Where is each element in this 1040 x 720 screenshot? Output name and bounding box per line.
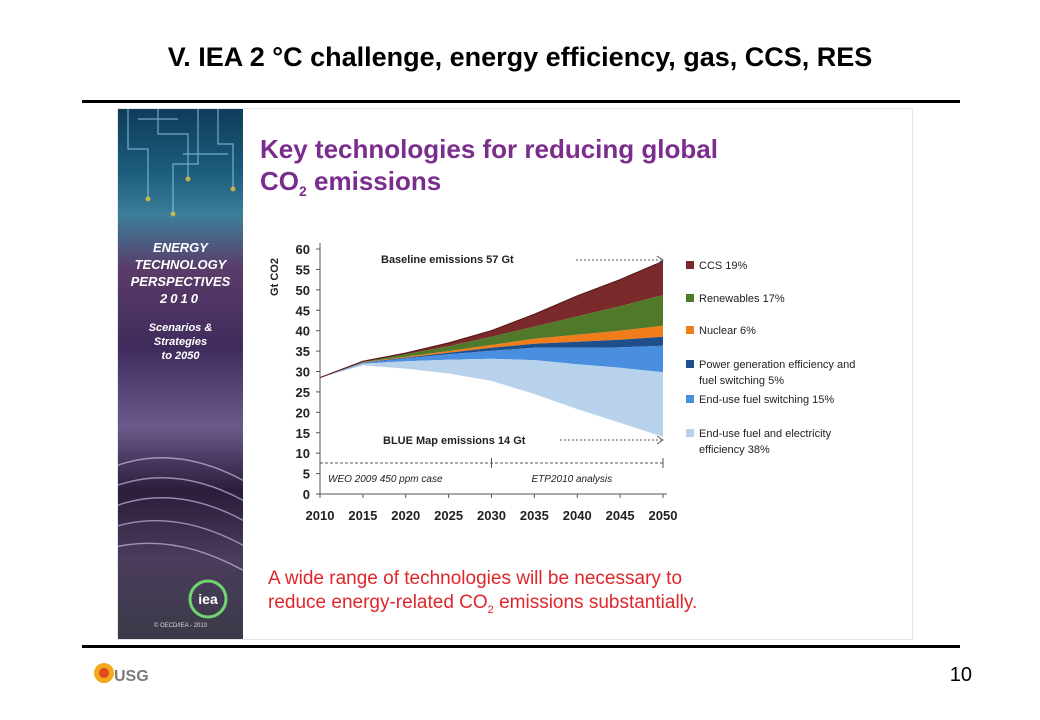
legend-swatch — [686, 294, 694, 302]
y-tick-label: 25 — [296, 385, 310, 400]
y-tick-label: 50 — [296, 283, 310, 298]
figure-panel: iea ENERGY TECHNOLOGY PERSPECTIVES 2010 … — [118, 109, 912, 639]
legend-swatch — [686, 326, 694, 334]
baseline-label: Baseline emissions 57 Gt — [381, 254, 514, 266]
x-tick-label: 2030 — [477, 508, 506, 523]
y-tick-label: 40 — [296, 324, 310, 339]
caption-part: reduce energy-related CO — [268, 592, 488, 613]
y-tick-label: 10 — [296, 446, 310, 461]
figure-title-line: Key technologies for reducing global — [260, 134, 718, 164]
y-tick-label: 35 — [296, 344, 310, 359]
chart-annotations: Baseline emissions 57 Gt BLUE Map emissio… — [319, 254, 664, 485]
x-tick-label: 2020 — [391, 508, 420, 523]
legend-label: End-use fuel switching 15% — [699, 394, 834, 406]
legend-label: fuel switching 5% — [699, 375, 784, 387]
x-tick-label: 2025 — [434, 508, 463, 523]
x-tick-label: 2015 — [348, 508, 377, 523]
baseline-line — [319, 260, 664, 379]
figure-title-line: CO2 emissions — [260, 165, 718, 207]
y-tick-label: 15 — [296, 426, 310, 441]
title-divider — [82, 100, 960, 103]
y-tick-label: 60 — [296, 242, 310, 257]
title-emissions: emissions — [306, 166, 442, 196]
x-tick-label: 2050 — [649, 508, 678, 523]
caption-line: reduce energy-related CO2 emissions subs… — [268, 591, 697, 622]
iea-logo-ring — [188, 579, 228, 619]
legend-label: Power generation efficiency and — [699, 359, 855, 371]
circuit-pattern: iea — [118, 109, 243, 619]
x-tick-label: 2045 — [606, 508, 635, 523]
x-tick-label: 2040 — [563, 508, 592, 523]
banner-sub-line: to 2050 — [161, 350, 200, 362]
legend-swatch — [686, 395, 694, 403]
legend-label: CCS 19% — [699, 260, 748, 272]
banner-title: ENERGY TECHNOLOGY PERSPECTIVES 2010 — [118, 239, 243, 307]
banner-subtitle: Scenarios & Strategies to 2050 — [118, 321, 243, 363]
x-tick-label: 2035 — [520, 508, 549, 523]
legend-label: efficiency 38% — [699, 444, 770, 456]
banner-sub-line: Scenarios & — [148, 322, 213, 334]
report-cover-banner: iea ENERGY TECHNOLOGY PERSPECTIVES 2010 … — [118, 109, 243, 639]
usg-logo: USG — [94, 663, 149, 685]
banner-line: ENERGY — [153, 240, 208, 255]
area-layers — [319, 260, 664, 437]
y-axis-label: Gt CO2 — [269, 258, 281, 296]
iea-logo-text: iea — [198, 591, 218, 607]
slide-title: V. IEA 2 °C challenge, energy efficiency… — [167, 42, 873, 72]
y-tick-label: 20 — [296, 405, 310, 420]
chart-legend: CCS 19% Renewables 17% Nuclear 6% Power gen… — [686, 260, 855, 456]
y-tick-label: 5 — [303, 467, 310, 482]
title-co: CO — [260, 166, 299, 196]
usg-logo-text: USG — [114, 668, 149, 685]
legend-swatch — [686, 261, 694, 269]
legend-swatch — [686, 360, 694, 368]
footer-divider — [82, 645, 960, 648]
y-tick-label: 0 — [303, 487, 310, 502]
page-number: 10 — [949, 664, 972, 686]
figure-title: Key technologies for reducing global CO2… — [260, 133, 718, 207]
etp-period-label: ETP2010 analysis — [532, 474, 613, 485]
bluemap-label: BLUE Map emissions 14 Gt — [383, 435, 526, 447]
y-tick-label: 45 — [296, 303, 310, 318]
title-subscript: 2 — [299, 183, 307, 200]
caption-subscript: 2 — [487, 603, 494, 616]
area-nuclear-6 — [320, 325, 663, 378]
area-end-use-fuel-and-electricity-efficiency-38 — [320, 358, 663, 437]
legend-label: End-use fuel and electricity — [699, 428, 832, 440]
banner-line: TECHNOLOGY — [134, 257, 227, 272]
bluemap-arrowhead — [656, 435, 664, 445]
area-end-use-fuel-switching-15 — [320, 345, 663, 378]
banner-sub-line: Strategies — [153, 336, 208, 348]
legend-label: Nuclear 6% — [699, 325, 756, 337]
weo-period-label: WEO 2009 450 ppm case — [328, 474, 443, 485]
banner-line: PERSPECTIVES — [130, 274, 231, 289]
y-tick-label: 30 — [296, 365, 310, 380]
baseline-arrowhead — [656, 255, 664, 265]
caption-part: emissions substantially. — [493, 592, 698, 613]
legend-label: Renewables 17% — [699, 293, 785, 305]
x-tick-label: 2010 — [306, 508, 335, 523]
y-tick-label: 55 — [296, 262, 310, 277]
banner-copyright: © OECD/IEA - 2010 — [153, 623, 208, 629]
banner-year: 2010 — [160, 291, 201, 306]
area-power-generation-efficiency-and-fuel-switching-5 — [320, 336, 663, 378]
legend-swatch — [686, 429, 694, 437]
caption-line: A wide range of technologies will be nec… — [268, 568, 683, 589]
figure-caption: A wide range of technologies will be nec… — [268, 567, 697, 622]
